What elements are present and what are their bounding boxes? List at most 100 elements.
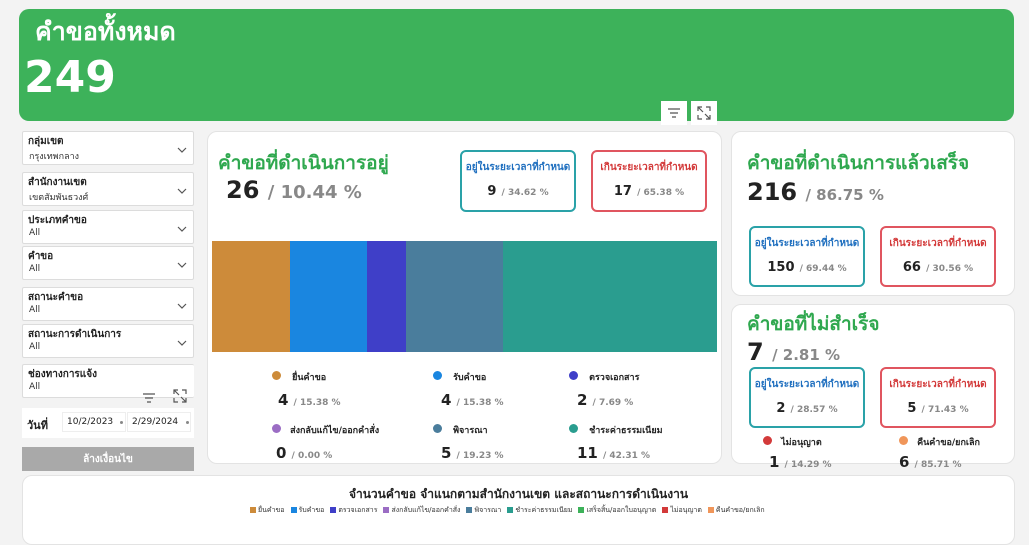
legend-label: คืนคำขอ/ยกเลิก [715,506,765,514]
filter-label: คำขอ [28,251,54,262]
failed-pct: / 2.81 % [772,346,841,364]
filter-icon [143,393,155,403]
legend-value: 1 / 14.29 % [769,453,832,471]
legend-swatch [250,507,256,513]
legend-swatch [330,507,337,513]
filter-value: All [29,342,41,352]
kpi-label: เกินระยะเวลาที่กำหนด [600,162,698,173]
legend-dot [272,371,281,380]
focus-mode-icon [697,106,711,120]
bar-segment[interactable] [503,241,717,352]
in-progress-title: คำขอที่ดำเนินการอยู่ [218,152,389,174]
legend-label: คืนคำขอ/ยกเลิก [917,438,980,448]
legend-label: รับคำขอ [298,506,325,514]
legend-label: ตรวจเอกสาร [589,373,640,383]
calendar-icon [186,421,189,424]
legend-swatch [507,507,514,513]
kpi-value: 17 / 65.38 % [613,184,685,199]
bar-segment[interactable] [289,241,368,352]
chart-legend-item[interactable]: รับคำขอ [290,505,325,516]
legend-label: ไม่อนุญาต [781,438,822,448]
legend-swatch [578,507,585,513]
legend-label: รับคำขอ [453,373,487,383]
bar-segment[interactable] [406,241,504,352]
filter-district-office[interactable]: สำนักงานเขต เขตสัมพันธวงศ์ [22,172,194,206]
legend-value: 2 / 7.69 % [577,391,634,409]
legend-dot [763,436,772,445]
chart-legend-item[interactable]: คืนคำขอ/ยกเลิก [707,505,765,516]
kpi-value: 66 / 30.56 % [902,260,974,275]
filters-focus-button[interactable] [173,388,187,407]
legend-label: ชำระค่าธรรมเนียม [515,506,573,514]
kpi-value: 150 / 69.44 % [767,260,847,275]
chevron-down-icon [177,226,187,232]
legend-dot [433,371,442,380]
legend-label: พิจารณา [453,426,488,436]
banner-filter-button[interactable] [661,101,687,125]
chart-legend-item[interactable]: ไม่อนุญาต [662,505,702,516]
in-progress-pct: / 10.44 % [267,182,362,203]
filter-zone-group[interactable]: กลุ่มเขต กรุงเทพกลาง [22,131,194,165]
filter-value: All [29,305,41,315]
failed-within-kpi: อยู่ในระยะเวลาที่กำหนด 2 / 28.57 % [749,367,865,428]
legend-item[interactable]: รับคำขอ 4 / 15.38 % [433,365,504,409]
date-from-input[interactable]: 10/2/2023 [62,412,126,432]
legend-swatch [662,507,669,513]
kpi-value: 9 / 34.62 % [487,184,549,199]
banner-focus-button[interactable] [691,101,717,125]
failed-count-value: 7 [747,338,764,366]
filter-label: ประเภทคำขอ [28,215,87,226]
legend-item[interactable]: พิจารณา 5 / 19.23 % [433,418,504,462]
legend-item[interactable]: ส่งกลับแก้ไข/ออกคำสั่ง 0 / 0.00 % [272,418,379,462]
failed-reason-cancelled[interactable]: คืนคำขอ/ยกเลิก 6 / 85.71 % [899,430,980,471]
legend-label: พิจารณา [474,506,502,514]
bar-segment[interactable] [367,241,407,352]
filter-request[interactable]: คำขอ All [22,246,194,280]
filter-label: สถานะคำขอ [28,292,84,303]
legend-item[interactable]: ยื่นคำขอ 4 / 15.38 % [272,365,341,409]
date-separator [120,421,123,424]
legend-swatch [383,507,390,513]
filter-operation-status[interactable]: สถานะการดำเนินการ All [22,324,194,358]
bar-segment[interactable] [212,241,290,352]
total-requests-value: 249 [24,52,116,103]
failed-reason-denied[interactable]: ไม่อนุญาต 1 / 14.29 % [763,430,832,471]
kpi-value: 5 / 71.43 % [907,401,969,416]
legend-swatch [466,507,473,513]
legend-item[interactable]: ตรวจเอกสาร 2 / 7.69 % [569,365,639,409]
filter-channel[interactable]: ช่องทางการแจ้ง All [22,364,194,398]
legend-item[interactable]: ชำระค่าธรรมเนียม 11 / 42.31 % [569,418,663,462]
legend-label: ไม่อนุญาต [670,506,702,514]
chart-legend-item[interactable]: ส่งกลับแก้ไข/ออกคำสั่ง [383,505,460,516]
legend-value: 11 / 42.31 % [577,444,651,462]
legend-label: ตรวจเอกสาร [338,506,378,514]
date-label: วันที่ [27,419,48,432]
failed-over-kpi: เกินระยะเวลาที่กำหนด 5 / 71.43 % [880,367,996,428]
in-progress-within-kpi: อยู่ในระยะเวลาที่กำหนด 9 / 34.62 % [460,150,576,212]
clear-filters-button[interactable]: ล้างเงื่อนไข [22,447,194,471]
chart-legend-item[interactable]: เสร็จสิ้น/ออกใบอนุญาต [578,505,656,516]
chevron-down-icon [177,303,187,309]
in-progress-over-kpi: เกินระยะเวลาที่กำหนด 17 / 65.38 % [591,150,707,212]
completed-title: คำขอที่ดำเนินการแล้วเสร็จ [747,152,970,174]
filter-value: กรุงเทพกลาง [29,152,80,162]
legend-dot [899,436,908,445]
chart-legend-item[interactable]: ยื่นคำขอ [250,505,285,516]
filters-filter-button[interactable] [142,389,156,408]
completed-within-kpi: อยู่ในระยะเวลาที่กำหนด 150 / 69.44 % [749,226,865,287]
clear-filters-label: ล้างเงื่อนไข [83,453,133,465]
chart-legend-item[interactable]: ชำระค่าธรรมเนียม [507,505,572,516]
date-to-input[interactable]: 2/29/2024 [127,412,191,432]
legend-value: 6 / 85.71 % [899,453,962,471]
legend-value: 5 / 19.23 % [441,444,504,462]
kpi-label: เกินระยะเวลาที่กำหนด [889,238,987,249]
legend-label: ยื่นคำขอ [292,373,327,383]
filter-request-type[interactable]: ประเภทคำขอ All [22,210,194,244]
chart-legend-item[interactable]: พิจารณา [466,505,501,516]
date-to-value: 2/29/2024 [132,417,179,427]
total-requests-title: คำขอทั้งหมด [35,17,176,46]
chevron-down-icon [177,262,187,268]
completed-count: 216 / 86.75 % [747,178,884,206]
chart-legend-item[interactable]: ตรวจเอกสาร [330,505,377,516]
filter-request-status[interactable]: สถานะคำขอ All [22,287,194,321]
